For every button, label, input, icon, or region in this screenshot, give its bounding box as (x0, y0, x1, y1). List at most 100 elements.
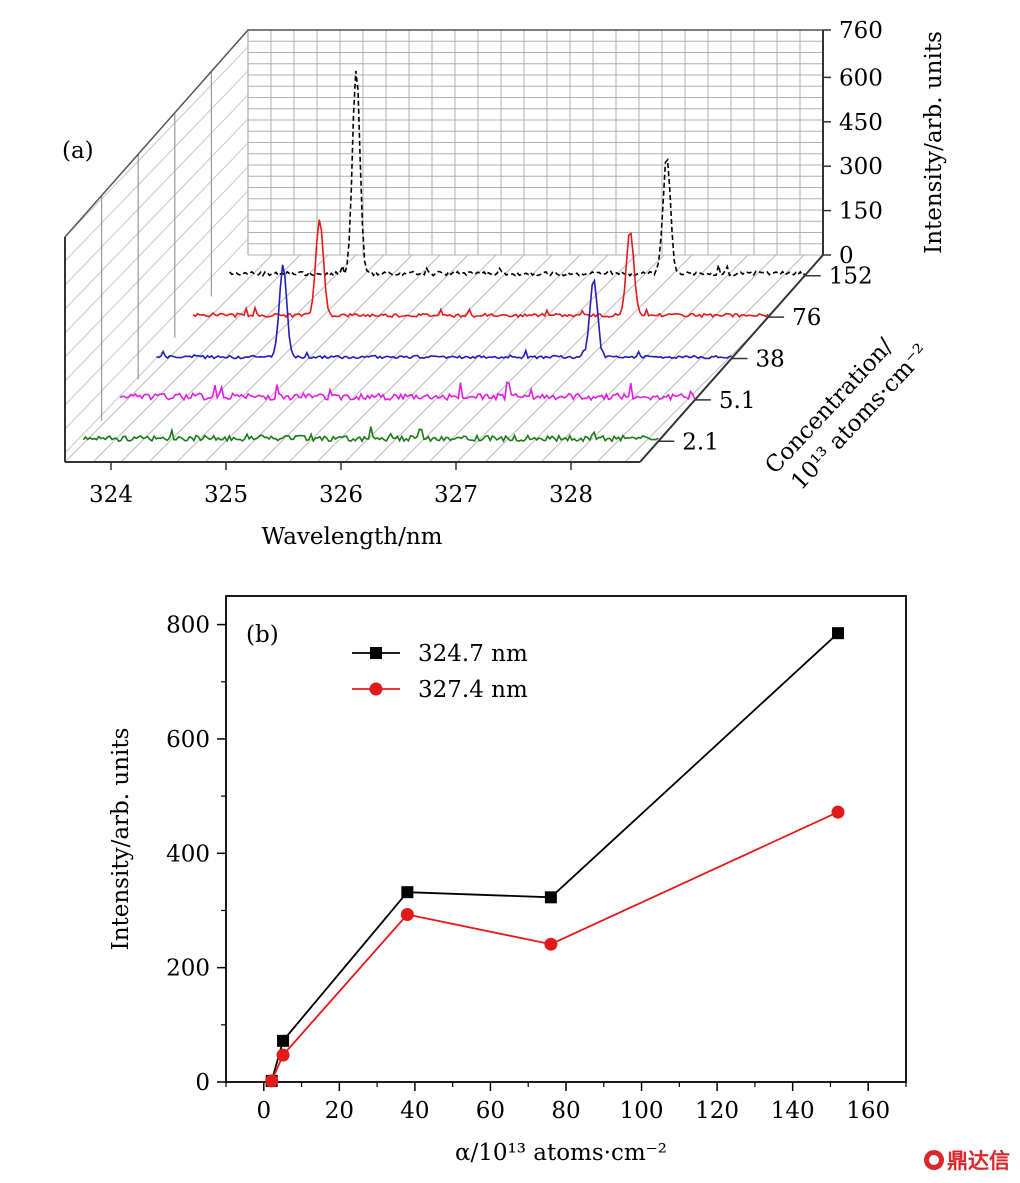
floor-hatch-line (989, 232, 1020, 462)
panel-label-b: (b) (246, 622, 279, 648)
data-point-square (544, 891, 557, 904)
spectrum-line (119, 381, 696, 403)
floor-hatch-line (961, 232, 1020, 462)
wall-hatch-line (65, 599, 248, 789)
wall-hatch-line (65, 238, 248, 430)
x-tick-label: 0 (256, 1098, 271, 1124)
x-tick-label: 80 (551, 1098, 580, 1124)
depth-axis-label: Concentration/10¹³ atoms·cm⁻² (760, 334, 934, 496)
y-axis-label: Intensity/arb. units (108, 728, 134, 951)
x-tick-label: 60 (476, 1098, 505, 1124)
wall-hatch-line (65, 767, 248, 957)
x-tick-label: 100 (620, 1098, 664, 1124)
floor-hatch-line (288, 255, 520, 462)
x-tick-label: 40 (400, 1098, 429, 1124)
floor-hatch-line (596, 255, 823, 462)
floor-hatch-line (933, 232, 1020, 462)
wall-hatch-line (65, 719, 248, 909)
wall-hatch-line (65, 94, 248, 286)
wall-hatch-line (65, 935, 248, 1125)
data-point-square (401, 886, 414, 899)
spectrum-line (192, 219, 769, 319)
legend-label: 327.4 nm (418, 677, 528, 703)
wall-hatch-line (65, 30, 248, 46)
wall-hatch-line (65, 743, 248, 933)
floor-hatch-line (512, 255, 744, 462)
wall-hatch-line (65, 0, 248, 21)
data-point-square (277, 1034, 290, 1047)
floor-hatch-line (372, 255, 604, 462)
wall-hatch-line (65, 286, 248, 462)
data-point-circle (831, 805, 845, 819)
data-point-circle (265, 1074, 279, 1088)
wall-hatch-line (65, 815, 248, 1005)
x-axis-label: α/10¹³ atoms·cm⁻² (455, 1140, 667, 1166)
depth-tick-label: 2.1 (682, 429, 719, 455)
watermark-seal-icon (924, 1150, 944, 1170)
wall-hatch-line (65, 382, 248, 462)
x-tick-label: 324 (89, 482, 133, 508)
floor-hatch-line (540, 255, 772, 462)
wall-hatch-line (65, 30, 248, 214)
wall-hatch-line (65, 190, 248, 382)
floor-hatch-line (232, 255, 464, 462)
x-tick-label: 328 (549, 482, 593, 508)
series-line (270, 632, 839, 1082)
wall-hatch-line (65, 983, 248, 1173)
floor-hatch-line (0, 232, 15, 462)
wall-hatch-line (65, 503, 248, 693)
y-tick-label: 0 (195, 1070, 210, 1096)
floor-hatch-line (0, 232, 43, 462)
x-tick-label: 20 (325, 1098, 354, 1124)
legend-label: 324.7 nm (418, 641, 528, 667)
data-point-circle (400, 907, 414, 921)
floor-hatch-line (344, 255, 576, 462)
floor-hatch-line (65, 255, 128, 462)
depth-tick-label: 38 (756, 347, 785, 373)
depth-tick-label: 152 (829, 264, 873, 290)
wall-hatch-line (65, 911, 248, 1101)
floor-hatch-line (65, 255, 240, 462)
side-wall-hatching (65, 0, 248, 1173)
z-tick-label: 600 (839, 65, 883, 91)
wall-hatch-line (65, 166, 248, 358)
z-tick-label: 300 (839, 154, 883, 180)
floor-hatch-line (204, 255, 436, 462)
wall-hatch-line (65, 30, 248, 142)
floor-hatch-line (316, 255, 548, 462)
wall-hatch-line (65, 118, 248, 310)
wall-hatch-line (65, 551, 248, 741)
wall-hatch-line (65, 46, 248, 238)
spectrum-line (82, 426, 659, 443)
wall-hatch-line (65, 30, 248, 94)
z-axis-label: Intensity/arb. units (921, 31, 947, 254)
wall-hatch-line (65, 647, 248, 837)
floor-hatch-line (65, 255, 296, 462)
x-tick-label: 120 (695, 1098, 739, 1124)
z-tick-label: 150 (839, 199, 883, 225)
floor-hatch-line (400, 255, 632, 462)
top-edge (64, 29, 823, 238)
watermark-logo: 鼎达信 (924, 1145, 1010, 1175)
floor-hatch-line (260, 255, 492, 462)
y-tick-label: 800 (166, 613, 210, 639)
data-point-circle (544, 937, 558, 951)
wall-hatch-line (65, 863, 248, 1053)
wall-hatch-line (65, 887, 248, 1077)
floor-hatch-line (148, 255, 380, 462)
x-tick-label: 140 (771, 1098, 815, 1124)
wall-hatch-line (65, 30, 248, 70)
legend-marker-circle (369, 682, 383, 696)
y-tick-label: 400 (166, 841, 210, 867)
wall-hatch-line (65, 575, 248, 765)
floor-hatch-line (92, 255, 324, 462)
x-tick-label: 327 (434, 482, 478, 508)
x-axis-label: Wavelength/nm (262, 524, 443, 550)
depth-tick-label: 5.1 (719, 388, 756, 414)
depth-tick-label: 76 (792, 305, 821, 331)
wall-hatch-line (65, 310, 248, 462)
watermark-text: 鼎达信 (947, 1149, 1010, 1173)
wall-hatch-line (65, 527, 248, 717)
